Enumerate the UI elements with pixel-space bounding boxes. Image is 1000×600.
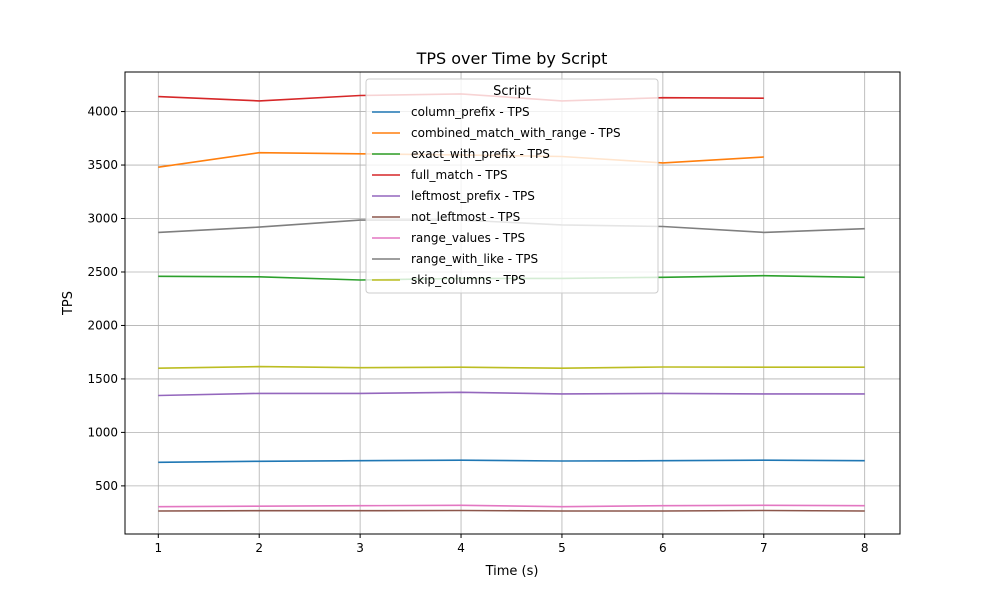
y-tick-label: 4000 bbox=[87, 105, 118, 119]
series-line-range-values bbox=[158, 504, 865, 508]
y-tick-label: 3500 bbox=[87, 158, 118, 172]
x-tick-label: 5 bbox=[558, 541, 566, 555]
series-line-leftmost-prefix bbox=[158, 391, 865, 397]
legend-entry-label: column_prefix - TPS bbox=[411, 105, 530, 119]
legend-entry-label: range_values - TPS bbox=[411, 231, 525, 245]
series-line-not-leftmost bbox=[158, 509, 865, 512]
y-tick-label: 2500 bbox=[87, 265, 118, 279]
x-axis-label: Time (s) bbox=[485, 564, 539, 579]
y-axis-ticks: 500 1000 1500 2000 2500 3000 3500 4000 bbox=[87, 105, 125, 493]
y-tick-label: 500 bbox=[95, 479, 118, 493]
y-tick-label: 3000 bbox=[87, 212, 118, 226]
x-axis-ticks: 1 2 3 4 5 6 7 8 bbox=[154, 534, 869, 555]
y-axis-label: TPS bbox=[61, 291, 76, 316]
x-tick-label: 7 bbox=[760, 541, 768, 555]
legend-entry-label: not_leftmost - TPS bbox=[411, 210, 520, 224]
x-tick-label: 1 bbox=[154, 541, 162, 555]
plot-frame bbox=[124, 71, 901, 535]
y-tick-label: 1000 bbox=[87, 425, 118, 439]
legend-entry-label: leftmost_prefix - TPS bbox=[411, 189, 535, 203]
legend-entry-label: exact_with_prefix - TPS bbox=[411, 147, 550, 161]
legend-entry-label: range_with_like - TPS bbox=[411, 252, 538, 266]
chart-title: TPS over Time by Script bbox=[416, 49, 608, 68]
x-tick-label: 3 bbox=[356, 541, 364, 555]
legend-entry-label: skip_columns - TPS bbox=[411, 273, 526, 287]
series-line-skip-columns bbox=[158, 365, 865, 370]
legend-title: Script bbox=[493, 84, 531, 99]
x-tick-label: 2 bbox=[255, 541, 263, 555]
legend-entry-label: combined_match_with_range - TPS bbox=[411, 126, 621, 140]
y-tick-label: 2000 bbox=[87, 318, 118, 332]
legend: Script column_prefix - TPS combined_match… bbox=[365, 78, 659, 294]
legend-entry-label: full_match - TPS bbox=[411, 168, 508, 182]
x-tick-label: 8 bbox=[861, 541, 869, 555]
x-tick-label: 6 bbox=[659, 541, 667, 555]
legend-box bbox=[365, 78, 659, 294]
series-line-column-prefix bbox=[158, 459, 865, 464]
y-tick-label: 1500 bbox=[87, 372, 118, 386]
x-tick-label: 4 bbox=[457, 541, 465, 555]
